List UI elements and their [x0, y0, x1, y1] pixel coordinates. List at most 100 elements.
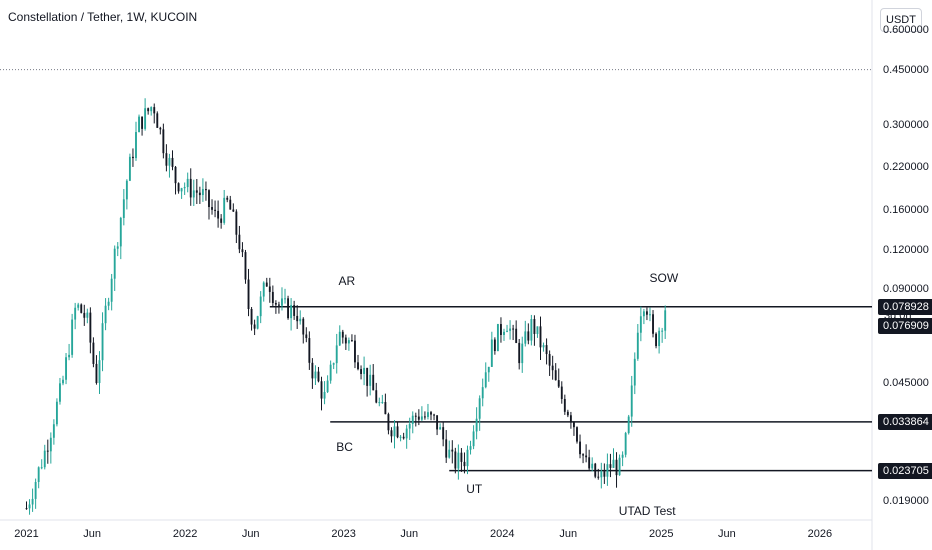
candle-body-110 — [360, 369, 362, 374]
time-tick-label: 2024 — [490, 528, 515, 540]
candle-body-91 — [302, 318, 305, 335]
candle-body-181 — [576, 427, 578, 442]
candle-body-191 — [606, 464, 609, 477]
candle-body-13 — [65, 357, 67, 380]
candle-body-32 — [122, 199, 125, 218]
candle-body-101 — [332, 363, 335, 365]
candle-body-144 — [463, 461, 466, 467]
candle-body-15 — [71, 319, 74, 355]
candle-body-69 — [235, 211, 238, 235]
candle-body-22 — [92, 342, 95, 364]
candle-body-193 — [612, 459, 615, 468]
candle-body-128 — [414, 415, 417, 417]
candle-body-171 — [545, 345, 548, 355]
candle-body-68 — [232, 209, 235, 212]
candle-body-61 — [211, 207, 213, 210]
candle-body-11 — [59, 383, 61, 402]
price-tick-label: 0.300000 — [883, 118, 929, 131]
candle-body-85 — [284, 298, 286, 300]
support-bc-price-tag: 0.033864 — [878, 413, 932, 430]
candle-body-50 — [177, 183, 180, 192]
candle-body-38 — [141, 116, 144, 129]
candle-body-67 — [229, 199, 232, 210]
candle-body-4 — [37, 467, 40, 483]
candle-body-125 — [405, 428, 408, 439]
candle-body-31 — [119, 217, 122, 247]
candle-body-1 — [28, 504, 31, 509]
candle-body-96 — [317, 371, 320, 382]
candle-body-140 — [451, 449, 454, 452]
candle-body-95 — [314, 371, 317, 379]
candle-body-124 — [402, 436, 405, 439]
candle-body-187 — [594, 463, 597, 477]
candle-body-54 — [189, 178, 192, 198]
candle-body-46 — [165, 153, 168, 166]
candle-body-156 — [500, 324, 502, 335]
candle-body-59 — [205, 189, 207, 191]
candle-body-84 — [281, 298, 283, 306]
currency-selector-button[interactable]: USDT — [880, 8, 922, 32]
candle-body-21 — [89, 312, 92, 343]
candle-body-75 — [253, 324, 256, 329]
candle-body-196 — [621, 454, 624, 458]
candle-body-45 — [162, 129, 165, 154]
candle-body-139 — [448, 449, 451, 458]
candle-body-175 — [557, 380, 560, 387]
candle-body-157 — [503, 331, 505, 335]
candle-body-169 — [539, 326, 542, 348]
candle-body-119 — [387, 414, 390, 431]
candle-body-36 — [135, 132, 137, 159]
candle-body-14 — [68, 354, 71, 358]
candle-body-35 — [132, 156, 134, 159]
candle-body-117 — [381, 402, 384, 404]
candle-body-37 — [138, 116, 140, 133]
candle-body-87 — [290, 305, 293, 319]
candle-body-93 — [308, 338, 311, 363]
annotation-label: UTAD Test — [618, 503, 676, 518]
price-tick-label: 0.450000 — [883, 63, 929, 76]
candle-body-0 — [25, 508, 28, 510]
candle-body-62 — [214, 209, 217, 211]
candle-body-30 — [116, 246, 119, 249]
candle-body-132 — [427, 412, 429, 417]
candle-body-27 — [107, 301, 110, 306]
support-ut-price-tag: 0.023705 — [878, 462, 932, 479]
candle-body-52 — [183, 187, 186, 189]
candle-body-51 — [180, 188, 183, 192]
candle-body-134 — [433, 414, 435, 416]
candle-body-177 — [563, 398, 566, 412]
candle-body-135 — [436, 415, 439, 430]
candle-body-182 — [579, 441, 581, 455]
candle-body-161 — [515, 328, 518, 343]
candle-body-77 — [259, 296, 262, 317]
candle-body-3 — [34, 482, 37, 499]
candle-body-141 — [454, 451, 457, 469]
annotation-label: BC — [336, 439, 353, 454]
candle-body-83 — [277, 304, 280, 306]
candle-body-33 — [125, 180, 128, 200]
candle-body-108 — [354, 340, 356, 363]
resistance-price-tag: 0.078928 — [878, 298, 932, 315]
candle-body-153 — [490, 339, 493, 367]
candle-body-20 — [86, 312, 89, 318]
candle-body-5 — [40, 467, 43, 469]
candle-body-188 — [597, 476, 600, 478]
candle-body-163 — [521, 343, 524, 364]
candle-body-23 — [95, 363, 98, 384]
candle-body-18 — [80, 304, 83, 313]
candle-body-122 — [396, 426, 399, 438]
candle-body-92 — [305, 334, 308, 339]
candle-body-56 — [195, 190, 198, 193]
candle-body-158 — [506, 330, 508, 332]
candle-body-53 — [186, 178, 189, 188]
candle-body-164 — [524, 331, 527, 344]
annotation-label: AR — [338, 273, 356, 288]
time-tick-label: 2021 — [14, 528, 39, 540]
chart-title: Constellation / Tether, 1W, KUCOIN — [8, 10, 198, 24]
candle-body-207 — [655, 333, 658, 347]
candle-body-165 — [527, 331, 530, 341]
candle-body-74 — [250, 309, 253, 325]
candle-body-103 — [338, 331, 341, 346]
candle-body-131 — [423, 416, 426, 418]
